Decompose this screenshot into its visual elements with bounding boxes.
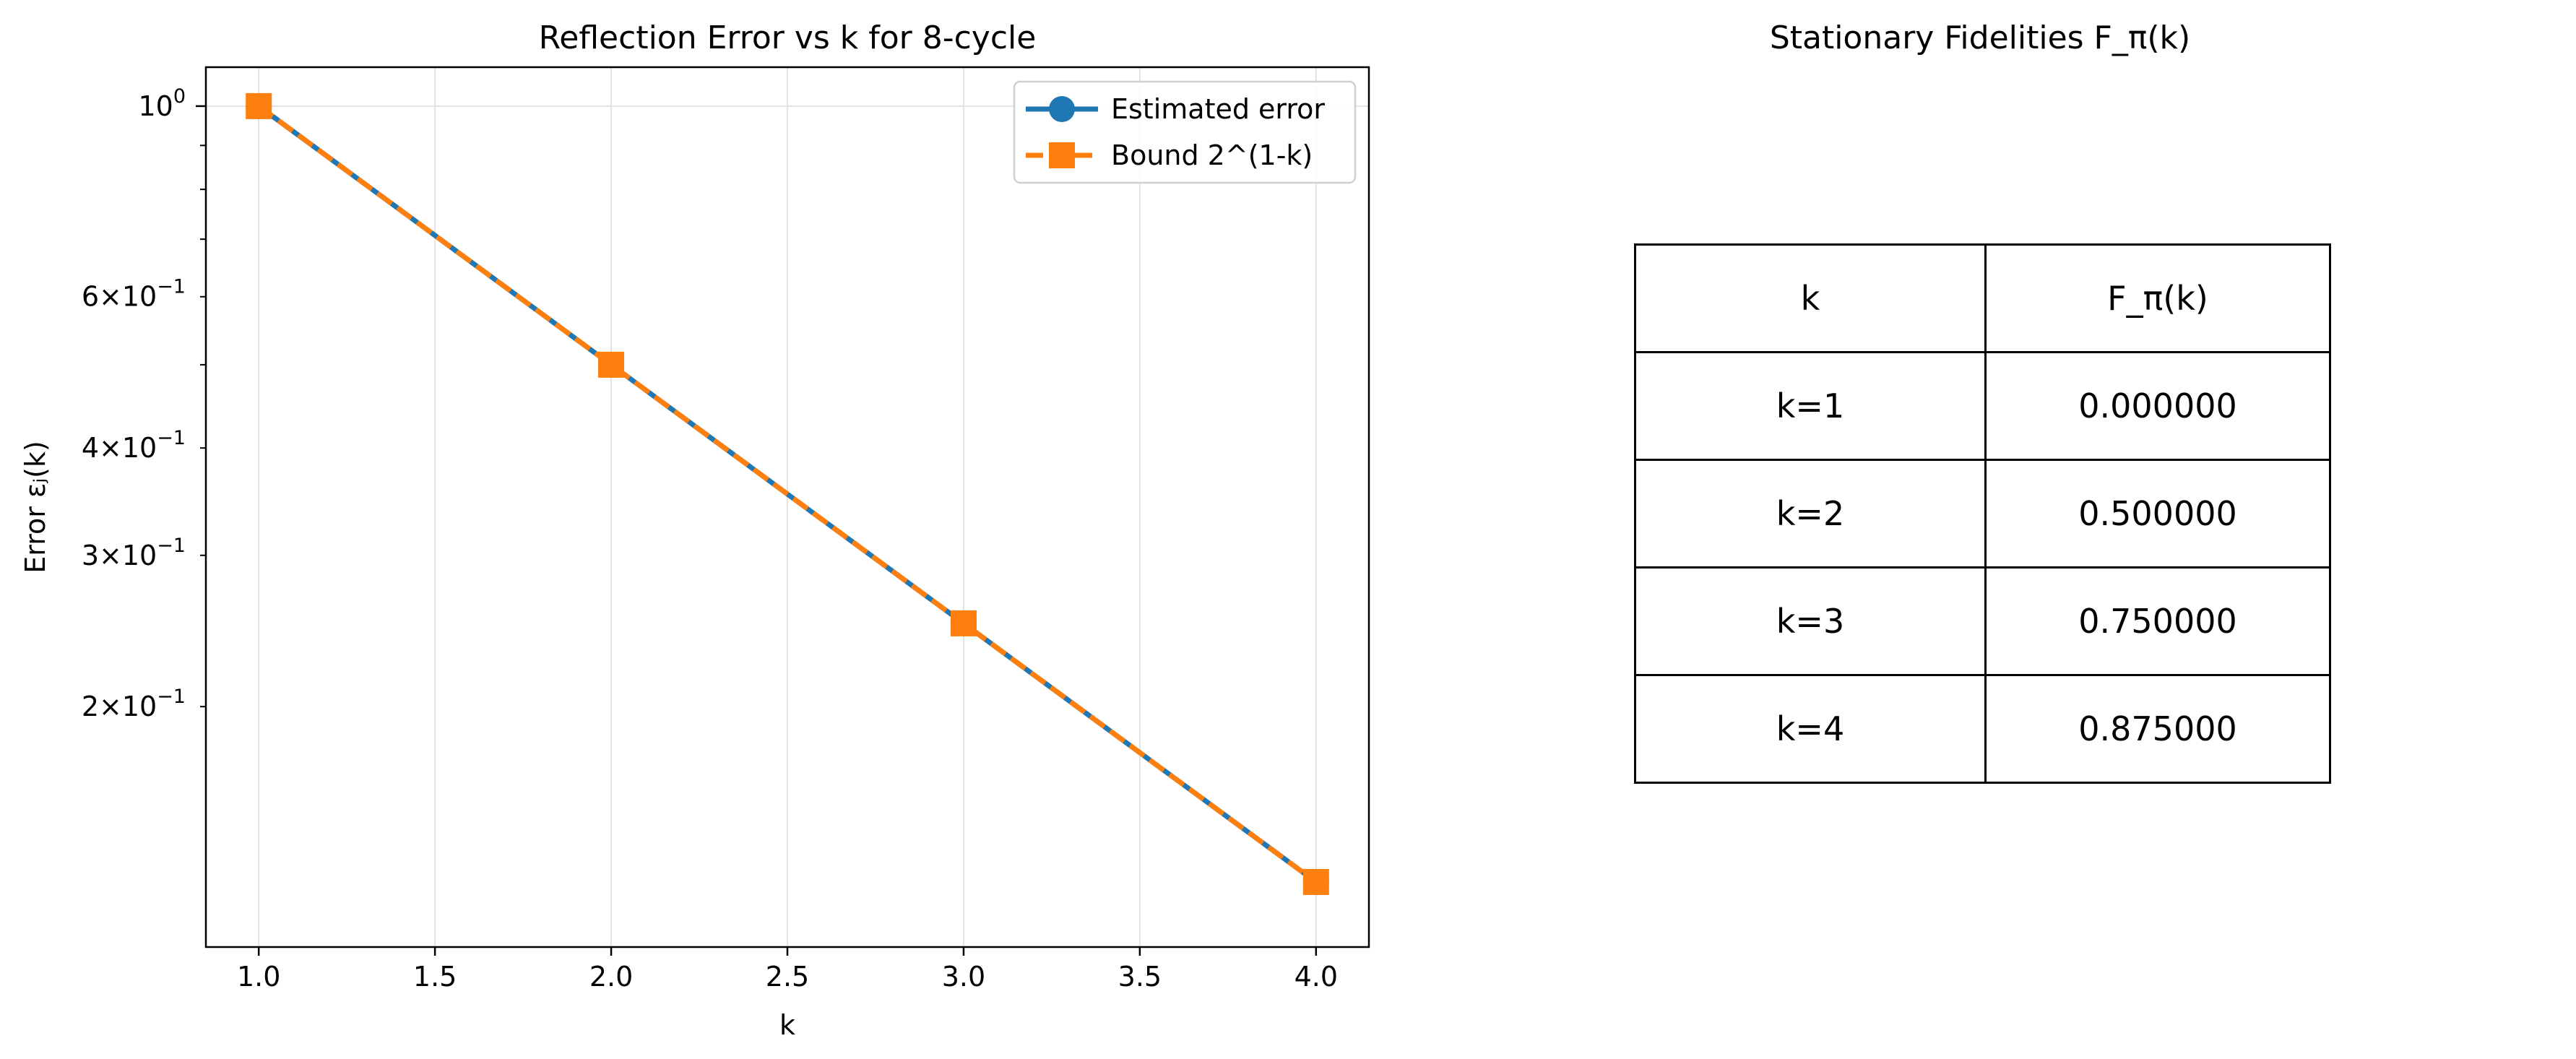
table-row: k=4 0.875000 — [1634, 674, 2331, 784]
x-tick-label: 1.0 — [237, 961, 280, 993]
x-tick-label: 2.5 — [766, 961, 809, 993]
y-tick-label: 3×10−1 — [82, 535, 186, 571]
series-line-bound — [257, 104, 1318, 884]
x-axis-label: k — [779, 1009, 795, 1041]
table-cell-fidelity: 0.500000 — [1984, 459, 2331, 569]
table-header-row: k F_π(k) — [1634, 243, 2331, 353]
x-tick-label: 1.5 — [413, 961, 457, 993]
data-point-bound — [950, 610, 977, 636]
y-tick-label: 6×10−1 — [82, 276, 186, 313]
y-tick-label: 4×10−1 — [82, 427, 186, 464]
legend-marker — [1049, 96, 1075, 122]
x-tick-label: 4.0 — [1295, 961, 1338, 993]
data-point-bound — [598, 351, 625, 378]
fidelity-table: k F_π(k) k=1 0.000000 k=2 0.500000 k=3 0… — [1634, 243, 2331, 784]
data-point-bound — [1302, 868, 1329, 895]
legend-label: Bound 2^(1-k) — [1111, 139, 1313, 171]
x-tick-label: 3.0 — [942, 961, 985, 993]
table-cell-k: k=3 — [1634, 566, 1987, 676]
table-header-fidelity: F_π(k) — [1984, 243, 2331, 353]
table-title: Stationary Fidelities F_π(k) — [1769, 20, 2191, 56]
y-tick-label: 2×10−1 — [82, 686, 186, 722]
y-axis-label: Error εⱼ(k) — [20, 441, 51, 574]
table-cell-k: k=4 — [1634, 674, 1987, 784]
table-cell-fidelity: 0.000000 — [1984, 351, 2331, 461]
table-cell-fidelity: 0.750000 — [1984, 566, 2331, 676]
legend-marker — [1049, 142, 1075, 168]
x-tick-label: 3.5 — [1118, 961, 1162, 993]
legend-box — [1013, 80, 1357, 184]
table-row: k=3 0.750000 — [1634, 566, 2331, 676]
table-header-k: k — [1634, 243, 1987, 353]
table-cell-k: k=2 — [1634, 459, 1987, 569]
data-point-bound — [246, 92, 272, 119]
legend-label: Estimated error — [1111, 93, 1325, 125]
table-cell-fidelity: 0.875000 — [1984, 674, 2331, 784]
x-tick-label: 2.0 — [589, 961, 633, 993]
table-row: k=2 0.500000 — [1634, 459, 2331, 569]
table-cell-k: k=1 — [1634, 351, 1987, 461]
chart-title: Reflection Error vs k for 8-cycle — [538, 20, 1037, 56]
table-row: k=1 0.000000 — [1634, 351, 2331, 461]
y-tick-label: 100 — [138, 85, 186, 122]
